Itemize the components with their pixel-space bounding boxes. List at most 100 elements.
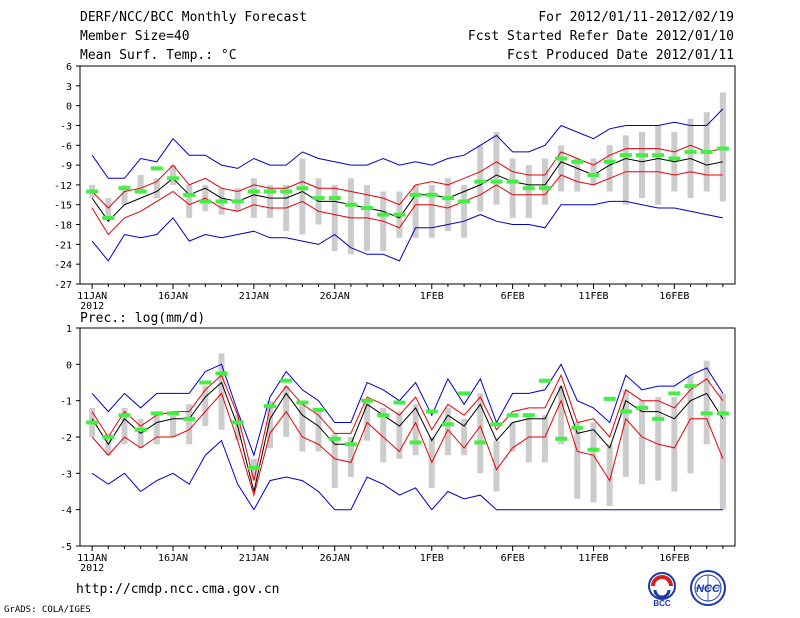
variable-title: Mean Surf. Temp.: °C: [80, 48, 237, 63]
temp-observed-mark: [425, 192, 438, 197]
temp-plot-frame: [79, 65, 736, 285]
temp-range-box: [558, 145, 565, 192]
temp-observed-mark: [619, 153, 632, 158]
ncc-logo-text: NCC: [696, 583, 721, 595]
temp-y-tick-label: -24: [54, 260, 72, 271]
temp-range-box: [169, 165, 176, 185]
prec-x-tick-label: 16FEB: [659, 553, 689, 564]
temp-y-tick-label: 3: [66, 82, 72, 93]
temp-range-box: [655, 125, 662, 205]
prec-range-box: [461, 418, 468, 456]
prec-range-box: [218, 353, 225, 430]
forecast-started-date: Fcst Started Refer Date 2012/01/10: [467, 29, 734, 44]
prec-range-box: [558, 386, 565, 445]
temp-observed-mark: [668, 156, 681, 161]
temp-x-tick-label: 11FEB: [578, 291, 608, 302]
temp-range-box: [574, 158, 581, 192]
prec-observed-mark: [280, 378, 293, 383]
temp-observed-mark: [344, 202, 357, 207]
temp-range-box: [137, 175, 144, 192]
prec-range-box: [202, 386, 209, 427]
prec-chart: 1 0 -1 -2 -3 -4 -5 11JAN 16JAN 21JAN 26JAN 1FEB 6FEB…: [60, 324, 736, 574]
temp-upper-spread-line: [91, 144, 723, 209]
temp-y-tick-label: -12: [54, 181, 72, 192]
precip-title: Prec.: log(mm/d): [80, 311, 206, 326]
prec-y-tick-label: -3: [60, 469, 72, 480]
temp-observed-mark: [102, 215, 115, 220]
temp-observed-mark: [280, 189, 293, 194]
prec-range-box: [412, 404, 419, 456]
temp-observed-mark: [522, 186, 535, 191]
prec-year-label: 2012: [80, 563, 104, 574]
temp-observed-mark: [86, 189, 99, 194]
prec-observed-mark: [231, 420, 244, 425]
prec-observed-mark: [183, 416, 196, 421]
temp-observed-mark: [474, 179, 487, 184]
prec-observed-mark: [361, 398, 374, 403]
prec-observed-mark: [684, 384, 697, 389]
temp-y-tick-label: 0: [66, 102, 72, 113]
temp-observed-mark: [700, 149, 713, 154]
temp-range-box: [639, 132, 646, 199]
temp-observed-mark: [538, 186, 551, 191]
prec-range-box: [687, 375, 694, 474]
prec-range-box: [153, 411, 160, 445]
temp-x-tick-label: 16JAN: [158, 291, 188, 302]
prec-range-box: [719, 393, 726, 510]
temp-range-box: [121, 184, 128, 205]
prec-range-box: [493, 440, 500, 492]
temp-observed-mark: [441, 196, 454, 201]
temp-observed-mark: [296, 186, 309, 191]
prec-x-tick-label: 11FEB: [578, 553, 608, 564]
prec-observed-mark: [668, 391, 681, 396]
temp-y-tick-label: -9: [60, 161, 72, 172]
temp-observed-mark: [393, 212, 406, 217]
prec-range-box: [671, 397, 678, 492]
temp-x-tick-label: 11JAN: [77, 291, 107, 302]
prec-y-tick-label: 0: [66, 360, 72, 371]
prec-observed-mark: [118, 413, 131, 418]
temp-observed-mark: [118, 186, 131, 191]
temp-observed-mark: [377, 212, 390, 217]
prec-observed-mark: [393, 400, 406, 405]
temp-chart: 6 3 0 -3 -6 -9 -12 -15 -18 -21 -24 -27 11JAN 16JAN 21J…: [54, 62, 736, 312]
temp-observed-mark: [652, 153, 665, 158]
temp-range-box: [461, 184, 468, 238]
temp-range-box: [477, 145, 484, 212]
prec-observed-mark: [716, 411, 729, 416]
prec-y-tick-label: -2: [60, 433, 72, 444]
temp-observed-mark: [490, 179, 503, 184]
temp-y-tick-label: -6: [60, 141, 72, 152]
temp-observed-mark: [716, 146, 729, 151]
temp-observed-mark: [150, 166, 163, 171]
prec-observed-mark: [652, 416, 665, 421]
bcc-logo: BCC: [648, 572, 676, 608]
prec-x-tick-label: 11JAN: [77, 553, 107, 564]
forecast-produced-date: Fcst Produced Date 2012/01/11: [507, 48, 734, 63]
temp-ensemble-min-line: [91, 200, 723, 262]
temp-x-tick-label: 6FEB: [501, 291, 525, 302]
prec-observed-mark: [474, 440, 487, 445]
temp-range-box: [493, 132, 500, 205]
prec-lower-spread-line: [91, 392, 724, 497]
temp-range-box: [509, 158, 516, 218]
prec-range-box: [267, 400, 274, 448]
header-right: For 2012/01/11-2012/02/19 Fcst Started R…: [468, 10, 734, 67]
prec-observed-mark: [312, 407, 325, 412]
temp-range-box: [444, 178, 451, 232]
temp-year-label: 2012: [80, 301, 104, 312]
prec-y-tick-label: -5: [60, 542, 72, 553]
prec-range-box: [574, 422, 581, 499]
source-url[interactable]: http://cmdp.ncc.cma.gov.cn: [76, 582, 280, 597]
temp-range-box: [428, 184, 435, 238]
temp-observed-mark: [361, 206, 374, 211]
prec-range-box: [121, 407, 128, 445]
prec-range-box: [331, 433, 338, 488]
prec-observed-mark: [571, 425, 584, 430]
temp-x-tick-label: 1FEB: [420, 291, 444, 302]
prec-observed-mark: [522, 413, 535, 418]
prec-observed-mark: [441, 422, 454, 427]
prec-y-tick-label: -4: [60, 506, 72, 517]
temp-observed-mark: [247, 189, 260, 194]
